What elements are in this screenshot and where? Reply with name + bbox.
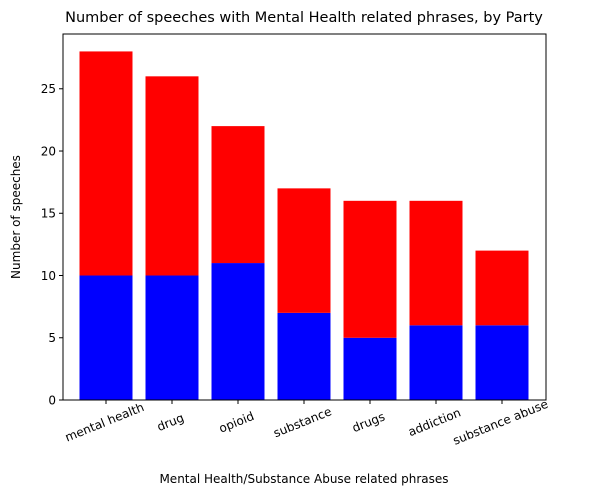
y-tick-label: 20 (41, 144, 56, 158)
bar-opioid-republican (212, 126, 265, 263)
y-axis-label: Number of speeches (9, 155, 23, 279)
bar-addiction-republican (410, 201, 463, 325)
bar-mental-health-republican (80, 51, 133, 275)
bar-substance-republican (278, 188, 331, 312)
y-tick-label: 15 (41, 207, 56, 221)
bar-opioid-democrat (212, 263, 265, 400)
x-axis-label: Mental Health/Substance Abuse related ph… (159, 472, 448, 486)
y-tick-label: 25 (41, 82, 56, 96)
bar-addiction-democrat (410, 325, 463, 400)
bar-substance-democrat (278, 313, 331, 400)
bar-drug-republican (146, 76, 199, 275)
bar-drug-democrat (146, 276, 199, 400)
bar-substance-abuse-democrat (476, 325, 529, 400)
y-tick-label: 0 (48, 393, 56, 407)
bar-mental-health-democrat (80, 276, 133, 400)
bar-drugs-republican (344, 201, 397, 338)
bar-drugs-democrat (344, 338, 397, 400)
y-tick-label: 5 (48, 331, 56, 345)
y-tick-label: 10 (41, 269, 56, 283)
chart-title: Number of speeches with Mental Health re… (65, 10, 543, 26)
bar-substance-abuse-republican (476, 251, 529, 326)
